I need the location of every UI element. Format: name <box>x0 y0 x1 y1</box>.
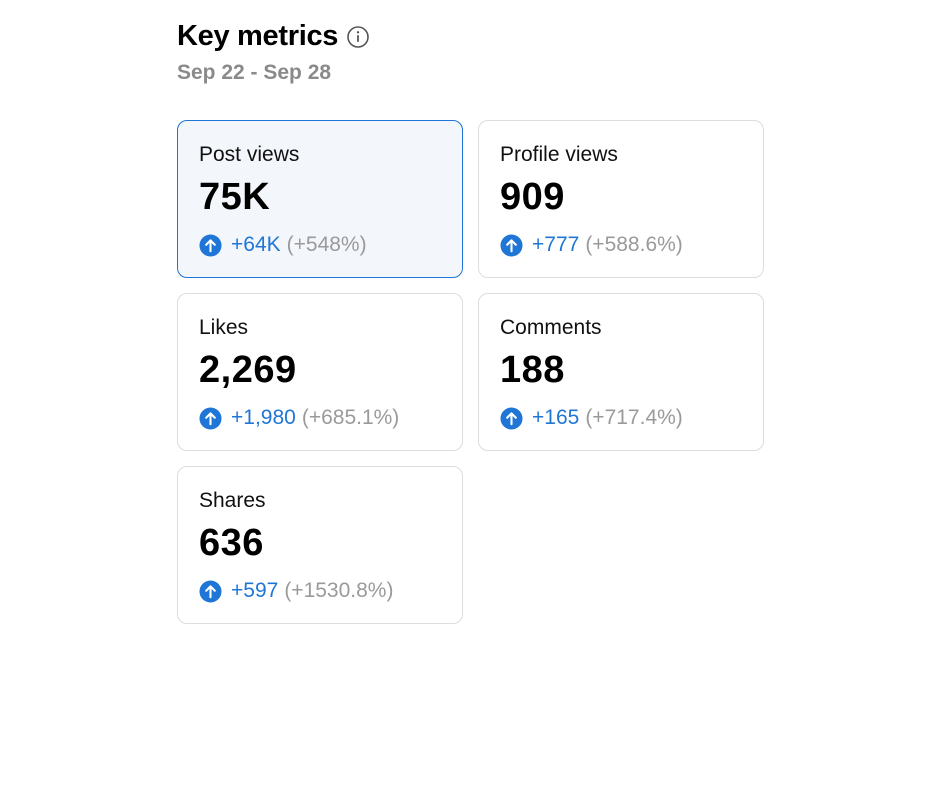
up-arrow-icon <box>199 579 222 603</box>
change-row: +64K (+548%) <box>199 233 367 257</box>
metric-label: Likes <box>199 316 249 339</box>
date-range: Sep 22 - Sep 28 <box>177 61 332 84</box>
metric-card[interactable]: Likes 2,269 +1,980 (+685.1%) <box>177 293 463 451</box>
metric-change: +165 <box>532 406 580 429</box>
metric-label: Comments <box>500 316 602 339</box>
metric-label: Shares <box>199 489 266 512</box>
metric-change: +597 <box>231 579 279 602</box>
metric-change: +777 <box>532 233 580 256</box>
metric-value: 75K <box>199 176 271 218</box>
title: Key metrics <box>177 20 339 52</box>
metric-label: Post views <box>199 143 300 166</box>
metric-value: 2,269 <box>199 349 297 391</box>
info-icon[interactable] <box>346 25 370 49</box>
metric-card[interactable]: Post views 75K +64K (+548%) <box>177 120 463 278</box>
metric-value: 188 <box>500 349 565 391</box>
change-row: +597 (+1530.8%) <box>199 579 393 603</box>
change-row: +777 (+588.6%) <box>500 233 683 257</box>
up-arrow-icon <box>500 233 523 257</box>
metric-label: Profile views <box>500 143 618 166</box>
metric-change-percent: (+1530.8%) <box>284 579 394 602</box>
metric-card[interactable]: Shares 636 +597 (+1530.8%) <box>177 466 463 624</box>
metric-change-percent: (+588.6%) <box>585 233 683 256</box>
up-arrow-icon <box>199 233 222 257</box>
metric-value: 636 <box>199 522 264 564</box>
change-row: +1,980 (+685.1%) <box>199 406 399 430</box>
up-arrow-icon <box>500 406 523 430</box>
metric-card[interactable]: Profile views 909 +777 (+588.6%) <box>478 120 764 278</box>
metric-change-percent: (+685.1%) <box>301 406 400 429</box>
change-row: +165 (+717.4%) <box>500 406 683 430</box>
metric-change: +1,980 <box>231 406 296 429</box>
header: Key metrics <box>177 20 370 53</box>
metric-card[interactable]: Comments 188 +165 (+717.4%) <box>478 293 764 451</box>
metric-grid: Post views 75K +64K (+548%) Profile views 909… <box>177 120 764 624</box>
metric-change-percent: (+717.4%) <box>585 406 683 429</box>
up-arrow-icon <box>199 406 222 430</box>
metric-change: +64K <box>231 233 281 256</box>
metric-value: 909 <box>500 176 565 218</box>
metric-change-percent: (+548%) <box>286 233 367 256</box>
